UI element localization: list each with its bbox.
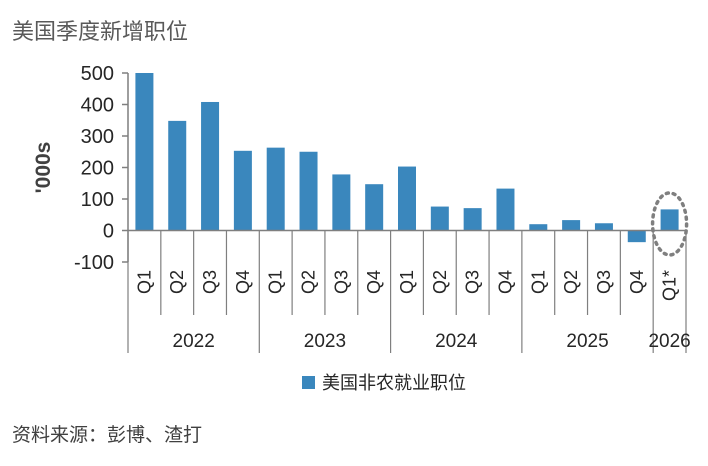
bar bbox=[562, 220, 581, 231]
bar bbox=[627, 230, 646, 243]
x-category-label: Q1 bbox=[134, 270, 154, 294]
x-year-label: 2026 bbox=[648, 331, 690, 352]
x-category-label: Q3 bbox=[463, 270, 483, 294]
x-category-label: Q1* bbox=[660, 270, 680, 301]
x-year-label: 2025 bbox=[566, 331, 608, 352]
x-category-label: Q2 bbox=[299, 270, 319, 294]
x-category-label: Q2 bbox=[561, 270, 581, 294]
y-tick-label: 0 bbox=[103, 221, 114, 243]
bar bbox=[365, 184, 384, 231]
legend-label: 美国非农就业职位 bbox=[322, 373, 466, 394]
x-category-label: Q3 bbox=[200, 270, 220, 294]
bar bbox=[168, 120, 187, 231]
x-year-label: 2023 bbox=[304, 331, 346, 352]
x-category-label: Q3 bbox=[331, 270, 351, 294]
bar bbox=[201, 101, 220, 231]
bar bbox=[332, 174, 351, 231]
y-tick-label: 500 bbox=[81, 63, 114, 85]
bar bbox=[463, 208, 482, 231]
chart-title: 美国季度新增职位 bbox=[12, 20, 189, 45]
bar bbox=[529, 224, 548, 231]
y-axis-title: '000s bbox=[32, 142, 55, 194]
bar bbox=[135, 73, 154, 231]
x-category-label: Q3 bbox=[594, 270, 614, 294]
x-category-label: Q2 bbox=[430, 270, 450, 294]
x-category-label: Q2 bbox=[167, 270, 187, 294]
x-category-label: Q4 bbox=[233, 270, 253, 294]
y-tick-label: -100 bbox=[74, 252, 114, 274]
x-category-label: Q1 bbox=[528, 270, 548, 294]
source-note: 资料来源：彭博、渣打 bbox=[12, 424, 203, 446]
bar bbox=[398, 166, 416, 231]
x-category-label: Q4 bbox=[364, 270, 384, 294]
y-tick-label: 400 bbox=[81, 95, 114, 117]
y-tick-label: 300 bbox=[81, 126, 114, 148]
x-year-label: 2022 bbox=[173, 331, 215, 352]
bar bbox=[233, 150, 252, 231]
y-tick-label: 200 bbox=[81, 158, 114, 180]
x-category-label: Q4 bbox=[627, 270, 647, 294]
x-category-label: Q4 bbox=[495, 270, 515, 294]
highlight-ellipse bbox=[650, 191, 689, 257]
x-category-label: Q1 bbox=[397, 270, 417, 294]
bar bbox=[496, 188, 515, 231]
bar bbox=[266, 147, 285, 231]
x-category-label: Q1 bbox=[266, 270, 286, 294]
bar bbox=[594, 223, 613, 231]
y-tick-label: 100 bbox=[81, 189, 114, 211]
bar bbox=[430, 206, 449, 231]
legend-swatch bbox=[302, 376, 315, 389]
x-year-label: 2024 bbox=[435, 331, 478, 352]
bar bbox=[660, 209, 679, 231]
bar bbox=[299, 151, 318, 231]
